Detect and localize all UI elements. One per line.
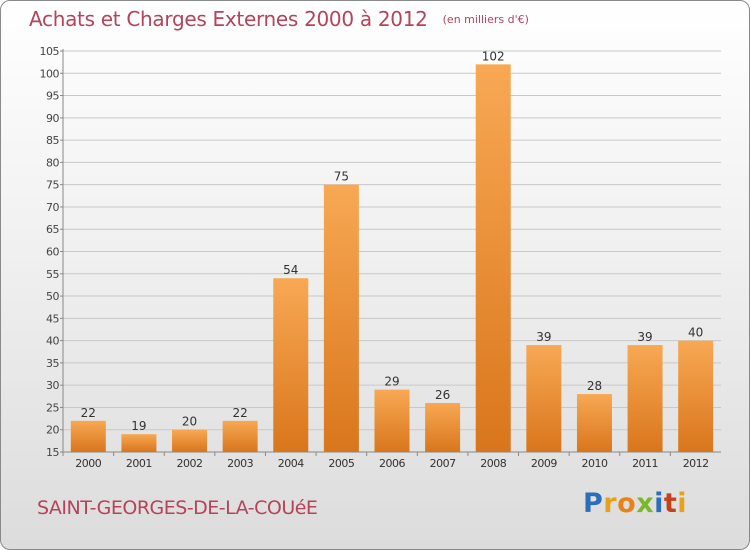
y-tick-label: 70 <box>46 201 59 214</box>
logo-letter: i <box>677 488 688 519</box>
data-label: 102 <box>482 49 505 63</box>
y-tick-label: 95 <box>46 90 59 103</box>
data-label: 22 <box>81 406 96 420</box>
y-tick-label: 100 <box>40 67 60 80</box>
logo-letter: t <box>663 488 678 519</box>
y-tick-label: 35 <box>46 357 59 370</box>
x-tick-label: 2011 <box>632 457 658 470</box>
x-tick-label: 2010 <box>581 457 607 470</box>
y-tick-label: 15 <box>46 446 59 459</box>
data-label: 26 <box>435 388 450 402</box>
bar <box>273 278 309 452</box>
bar <box>627 345 663 452</box>
x-tick-label: 2004 <box>278 457 304 470</box>
x-tick-label: 2008 <box>480 457 506 470</box>
bar <box>526 345 562 452</box>
logo-letter: i <box>654 488 664 519</box>
y-tick-label: 20 <box>46 424 59 437</box>
bar <box>222 420 258 452</box>
bar <box>172 429 208 452</box>
data-label: 40 <box>688 326 703 340</box>
place-name: SAINT-GEORGES-DE-LA-COUéE <box>37 497 318 519</box>
x-tick-label: 2009 <box>531 457 557 470</box>
chart-title: Achats et Charges Externes 2000 à 2012 <box>29 7 428 31</box>
x-tick-label: 2000 <box>75 457 101 470</box>
bar <box>374 389 410 452</box>
data-label: 39 <box>536 330 551 344</box>
proxiti-logo: Proxiti <box>583 488 687 519</box>
y-tick-label: 80 <box>46 156 59 169</box>
chart-unit: (en milliers d'€) <box>442 13 529 26</box>
y-tick-label: 55 <box>46 268 59 281</box>
y-tick-label: 65 <box>46 223 59 236</box>
data-label: 39 <box>637 330 652 344</box>
grid-lines <box>63 50 721 431</box>
x-tick-label: 2001 <box>126 457 152 470</box>
data-label: 29 <box>384 375 399 389</box>
y-tick-label: 90 <box>46 112 59 125</box>
x-tick-label: 2003 <box>227 457 253 470</box>
bar <box>678 340 714 452</box>
y-tick-label: 40 <box>46 335 59 348</box>
data-label: 19 <box>131 419 146 433</box>
y-tick-label: 75 <box>46 179 59 192</box>
y-tick-label: 30 <box>46 379 59 392</box>
x-tick-label: 2007 <box>430 457 456 470</box>
y-tick-label: 60 <box>46 246 59 259</box>
bar <box>475 64 511 452</box>
bar <box>425 402 461 452</box>
logo-letter: r <box>603 488 618 519</box>
logo-letter: x <box>636 488 655 519</box>
data-label: 54 <box>283 263 298 277</box>
data-label: 22 <box>233 406 248 420</box>
y-tick-labels: 15 20 25 30 35 40 45 50 55 60 65 70 75 80 85 90 95 100 105 <box>40 45 60 459</box>
x-tick-label: 2005 <box>328 457 354 470</box>
x-tick-label: 2002 <box>177 457 203 470</box>
logo-letter: P <box>583 488 604 519</box>
y-tick-label: 85 <box>46 134 59 147</box>
y-tick-label: 105 <box>40 45 60 58</box>
y-tick-label: 50 <box>46 290 59 303</box>
title-row: Achats et Charges Externes 2000 à 2012 (… <box>29 7 529 31</box>
bar <box>70 420 106 452</box>
logo-letter: o <box>617 488 637 519</box>
x-tick-label: 2012 <box>683 457 709 470</box>
data-labels: 22 19 20 22 54 75 29 26 102 39 28 39 40 <box>81 49 704 433</box>
bar <box>121 434 157 452</box>
data-label: 20 <box>182 415 197 429</box>
bar <box>576 394 612 452</box>
x-tick-labels: 2000 2001 2002 2003 2004 2005 2006 2007 2008 2009… <box>75 457 709 470</box>
data-label: 75 <box>334 170 349 184</box>
data-label: 28 <box>587 379 602 393</box>
bars <box>70 64 714 452</box>
bar <box>323 184 359 452</box>
x-tick-label: 2006 <box>379 457 405 470</box>
y-tick-label: 45 <box>46 312 59 325</box>
y-tick-label: 25 <box>46 401 59 414</box>
